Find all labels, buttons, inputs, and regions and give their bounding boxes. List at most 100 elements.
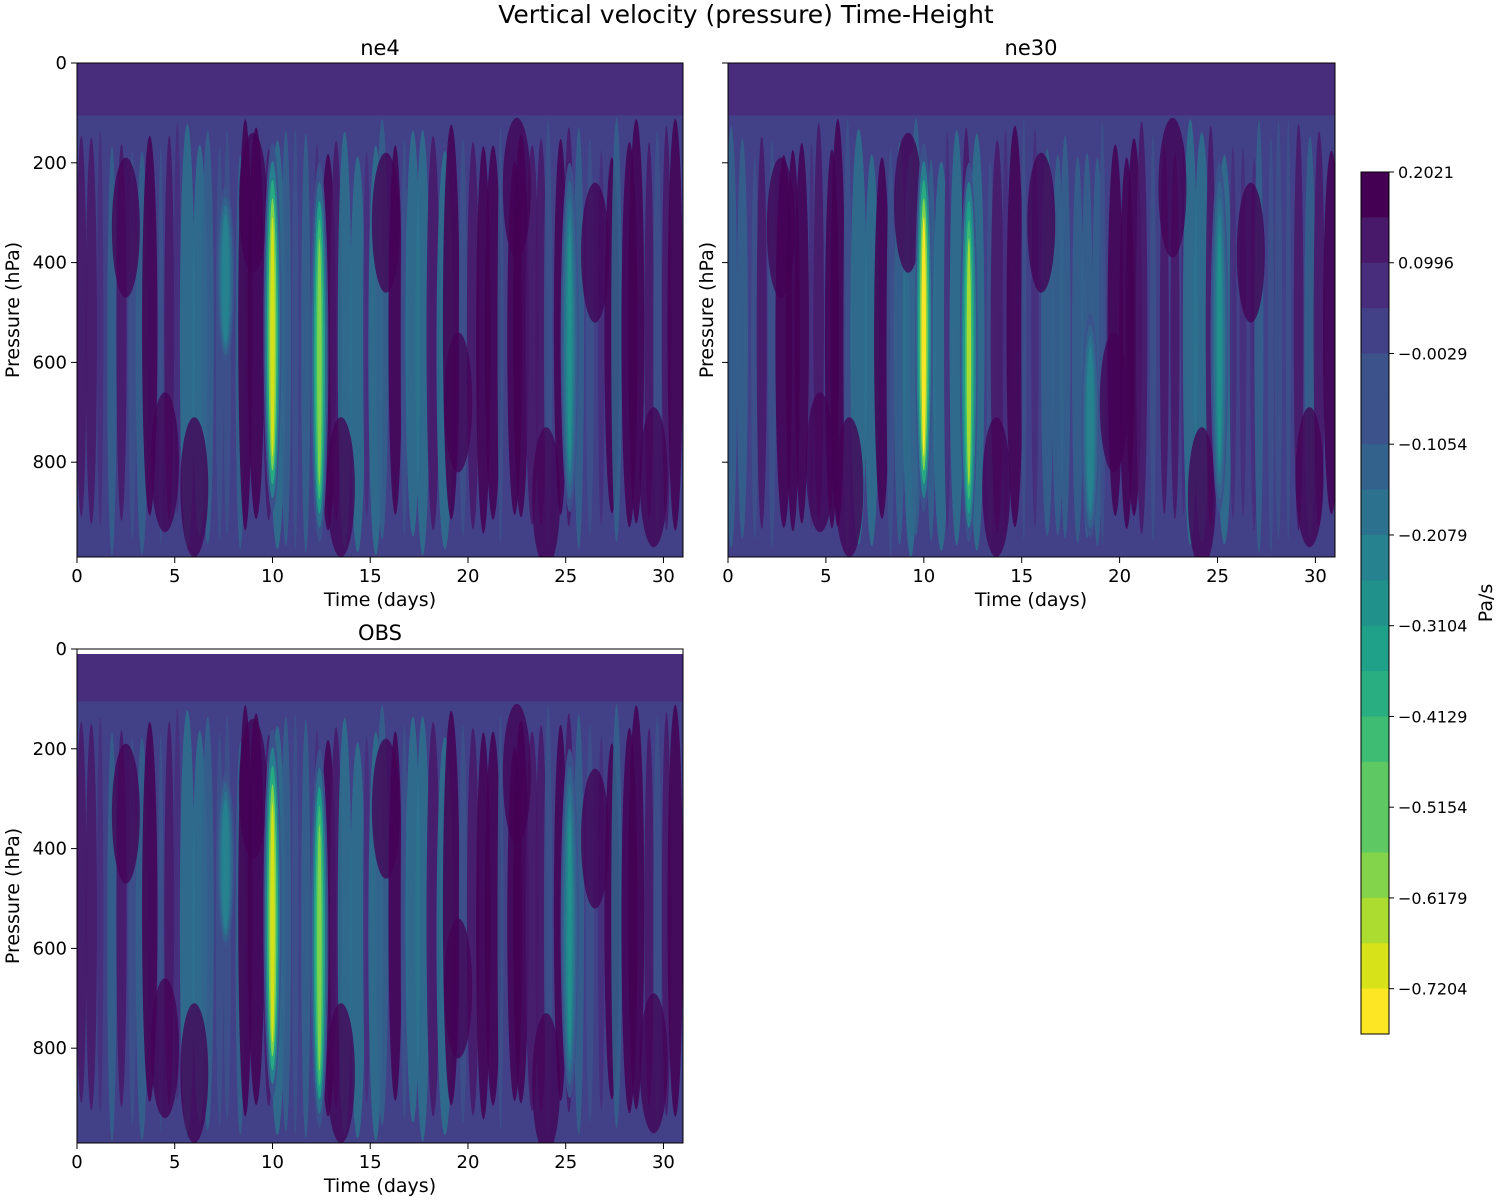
colorbar-band xyxy=(1361,534,1389,581)
field-streak xyxy=(1274,120,1283,540)
subsidence-blob xyxy=(371,152,400,293)
x-axis-label-obs: Time (days) xyxy=(323,1175,436,1197)
field-streak xyxy=(400,139,408,536)
updraft-feature xyxy=(1217,232,1222,460)
subsidence-blob xyxy=(180,1003,209,1143)
field-streak xyxy=(292,127,299,550)
colorbar-band xyxy=(1361,217,1389,264)
colorbar-tick-label: −0.0029 xyxy=(1398,344,1467,363)
x-tick-label: 15 xyxy=(1010,566,1033,587)
y-ticks-obs: 0 200 400 600 800 xyxy=(33,639,77,1059)
updraft-feature xyxy=(567,232,572,460)
field-streak xyxy=(142,135,158,516)
colorbar-tick-label: −0.6179 xyxy=(1398,889,1467,908)
panel-title-ne4: ne4 xyxy=(360,36,400,60)
x-tick-label: 10 xyxy=(912,566,935,587)
colorbar-band xyxy=(1361,444,1389,491)
subsidence-blob xyxy=(1099,332,1128,473)
panel-title-obs: OBS xyxy=(358,621,402,645)
subsidence-blob xyxy=(766,157,795,298)
x-ticks-obs: 0 5 10 15 20 25 30 xyxy=(71,1143,675,1173)
field-streak xyxy=(97,131,104,526)
x-tick-label: 0 xyxy=(722,566,733,587)
x-tick-label: 30 xyxy=(1304,566,1327,587)
field-streak xyxy=(85,723,97,1111)
colorbar-tick-label: −0.1054 xyxy=(1398,435,1467,454)
field-streak xyxy=(1006,125,1024,528)
subsidence-blob xyxy=(150,978,179,1119)
subsidence-blob xyxy=(502,117,531,258)
field-streak xyxy=(301,719,311,1139)
heatmap-ne4 xyxy=(77,63,683,557)
panel-ne30: ne30 0 5 10 15 20 25 30 Time (days) Pressure (… xyxy=(696,36,1336,611)
x-tick-label: 0 xyxy=(71,566,82,587)
colorbar-ticks: 0.2021 0.0996 −0.0029 −0.1054 −0.2079 −0.3104… xyxy=(1389,163,1467,999)
field-streak xyxy=(525,731,539,1112)
colorbar-label: Pa/s xyxy=(1475,584,1497,623)
field-streak xyxy=(1254,119,1264,554)
colorbar-band xyxy=(1361,943,1389,990)
colorbar-band xyxy=(1361,398,1389,445)
subsidence-blob xyxy=(532,427,561,557)
subsidence-blob xyxy=(894,132,923,273)
updraft-feature xyxy=(921,216,927,457)
x-axis-label-ne30: Time (days) xyxy=(974,589,1087,611)
y-axis-label-ne30: Pressure (hPa) xyxy=(696,242,718,378)
field-streak xyxy=(525,145,539,526)
x-tick-label: 25 xyxy=(1206,566,1229,587)
x-tick-label: 20 xyxy=(457,1152,480,1173)
field-streak xyxy=(85,137,97,525)
updraft-feature xyxy=(966,238,972,486)
field-streak xyxy=(751,157,759,539)
subsidence-blob xyxy=(835,417,864,557)
field-streak xyxy=(280,716,292,1132)
colorbar-band xyxy=(1361,716,1389,763)
subsidence-blob xyxy=(326,417,355,557)
field-streak xyxy=(1150,133,1157,542)
colorbar: 0.2021 0.0996 −0.0029 −0.1054 −0.2079 −0.3104… xyxy=(1360,163,1497,1035)
field-streak xyxy=(280,130,292,546)
updraft-feature xyxy=(1087,357,1093,504)
field-streak xyxy=(1071,156,1084,544)
heatmap-upper-layer xyxy=(77,649,683,702)
colorbar-band xyxy=(1361,897,1389,944)
subsidence-blob xyxy=(639,993,668,1134)
field-streak xyxy=(1098,120,1106,545)
subsidence-blob xyxy=(1158,117,1187,258)
field-streak xyxy=(1323,150,1335,515)
subsidence-blob xyxy=(238,718,267,859)
field-streak xyxy=(1229,146,1237,520)
x-tick-label: 10 xyxy=(261,1152,284,1173)
y-tick-label: 0 xyxy=(56,53,67,74)
field-streak xyxy=(667,704,683,1117)
field-streak xyxy=(944,132,951,529)
field-streak xyxy=(363,150,371,517)
updraft-feature xyxy=(270,802,275,1043)
subsidence-blob xyxy=(444,918,473,1059)
y-tick-label: 600 xyxy=(33,352,67,373)
y-tick-label: 800 xyxy=(33,1038,67,1059)
axes-frame-obs xyxy=(76,648,684,1144)
subsidence-blob xyxy=(180,417,209,557)
y-tick-label: 400 xyxy=(33,839,67,860)
colorbar-band xyxy=(1361,852,1389,899)
field-streak xyxy=(628,705,645,1110)
colorbar-tick-label: 0.0996 xyxy=(1398,254,1454,273)
field-streak xyxy=(628,119,645,524)
colorbar-bands xyxy=(1361,172,1389,1035)
colorbar-band xyxy=(1361,988,1389,1035)
axes-frame-ne4 xyxy=(76,62,684,558)
y-tick-label: 200 xyxy=(33,153,67,174)
subsidence-blob xyxy=(581,768,610,909)
colorbar-band xyxy=(1361,671,1389,717)
heatmap-ne30 xyxy=(728,63,1335,557)
field-streak xyxy=(173,122,181,514)
subsidence-blob xyxy=(806,392,835,533)
subsidence-blob xyxy=(238,132,267,273)
field-streak xyxy=(426,721,440,1117)
panel-obs: OBS 0 5 10 15 20 25 30 0 200 400 600 800 Time (day… xyxy=(2,621,684,1197)
field-streak xyxy=(1182,119,1198,546)
field-streak xyxy=(415,716,430,1142)
field-streak xyxy=(415,130,430,556)
